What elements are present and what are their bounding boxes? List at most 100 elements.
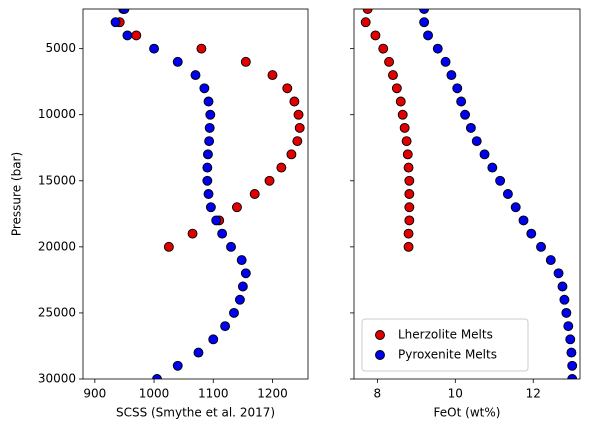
point (557, 281, 568, 292)
point (110, 17, 121, 28)
point (452, 83, 463, 94)
point (487, 162, 498, 173)
point (294, 122, 305, 133)
point (217, 228, 228, 239)
y-tick-label: 15000 (38, 173, 76, 187)
point (196, 43, 207, 54)
point (403, 241, 414, 252)
y-axis-label: Pressure (bar) (10, 152, 24, 236)
point (199, 83, 210, 94)
point (404, 175, 415, 186)
point (391, 83, 402, 94)
point (460, 109, 471, 120)
point (510, 202, 521, 213)
point (401, 136, 412, 147)
y-tick-label: 20000 (38, 239, 76, 253)
point (205, 202, 216, 213)
point (172, 360, 183, 371)
x-tick-label: 1200 (257, 387, 288, 401)
point (292, 136, 303, 147)
point (234, 294, 245, 305)
point (204, 136, 215, 147)
legend-marker (375, 350, 385, 360)
point (202, 149, 213, 160)
point (362, 9, 373, 14)
legend-marker (375, 330, 385, 340)
point (360, 17, 371, 28)
point (471, 136, 482, 147)
point (440, 56, 451, 67)
point (190, 70, 201, 81)
point (229, 307, 239, 318)
point (566, 347, 577, 358)
x-tick-label: 900 (83, 387, 106, 401)
point (211, 215, 222, 226)
point (289, 96, 300, 107)
point (276, 162, 287, 173)
legend-label: Pyroxenite Melts (398, 348, 497, 362)
point (203, 189, 214, 199)
point (119, 9, 130, 14)
point (163, 241, 174, 252)
point (545, 255, 556, 266)
y-tick-label: 25000 (38, 305, 76, 319)
axes-frame (353, 8, 581, 380)
point (536, 241, 546, 252)
axes-frame (82, 8, 309, 380)
point (208, 334, 219, 345)
x-tick-label: 8 (374, 387, 382, 401)
x-tick-label: 12 (526, 387, 541, 401)
point (237, 281, 248, 292)
point (526, 228, 537, 239)
point (432, 43, 443, 54)
plot-area (110, 9, 305, 379)
point (240, 268, 251, 279)
point (187, 228, 198, 239)
y-tick-label: 5000 (45, 41, 76, 55)
point (565, 334, 576, 345)
point (370, 30, 381, 41)
point (479, 149, 490, 160)
point (404, 202, 415, 213)
point (378, 43, 389, 54)
point (518, 215, 529, 226)
point (131, 30, 142, 41)
point (456, 96, 467, 107)
point (403, 228, 414, 239)
point (203, 96, 214, 107)
point (567, 374, 578, 379)
point (423, 30, 433, 41)
x-axis-label: FeOt (wt%) (434, 406, 501, 420)
point (193, 347, 204, 358)
point (267, 70, 278, 81)
point (446, 70, 457, 81)
y-tick-label: 10000 (38, 107, 76, 121)
point (397, 109, 408, 120)
point (395, 96, 406, 107)
point (403, 162, 414, 173)
point (293, 109, 304, 120)
point (249, 189, 260, 199)
point (231, 202, 242, 213)
point (561, 307, 572, 318)
point (553, 268, 564, 279)
x-tick-label: 1000 (139, 387, 170, 401)
y-tick-label: 30000 (38, 372, 76, 386)
point (122, 30, 133, 41)
legend-box (361, 318, 529, 372)
point (384, 56, 395, 67)
x-axis-label: SCSS (Smythe et al. 2017) (116, 406, 275, 420)
point (404, 215, 415, 226)
point (495, 175, 506, 186)
plot-area (360, 9, 578, 379)
point (419, 17, 430, 28)
point (152, 374, 162, 379)
point (559, 294, 570, 305)
point (502, 189, 513, 199)
point (202, 175, 213, 186)
point (149, 43, 160, 54)
point (264, 175, 275, 186)
point (402, 149, 413, 160)
point (388, 70, 398, 81)
